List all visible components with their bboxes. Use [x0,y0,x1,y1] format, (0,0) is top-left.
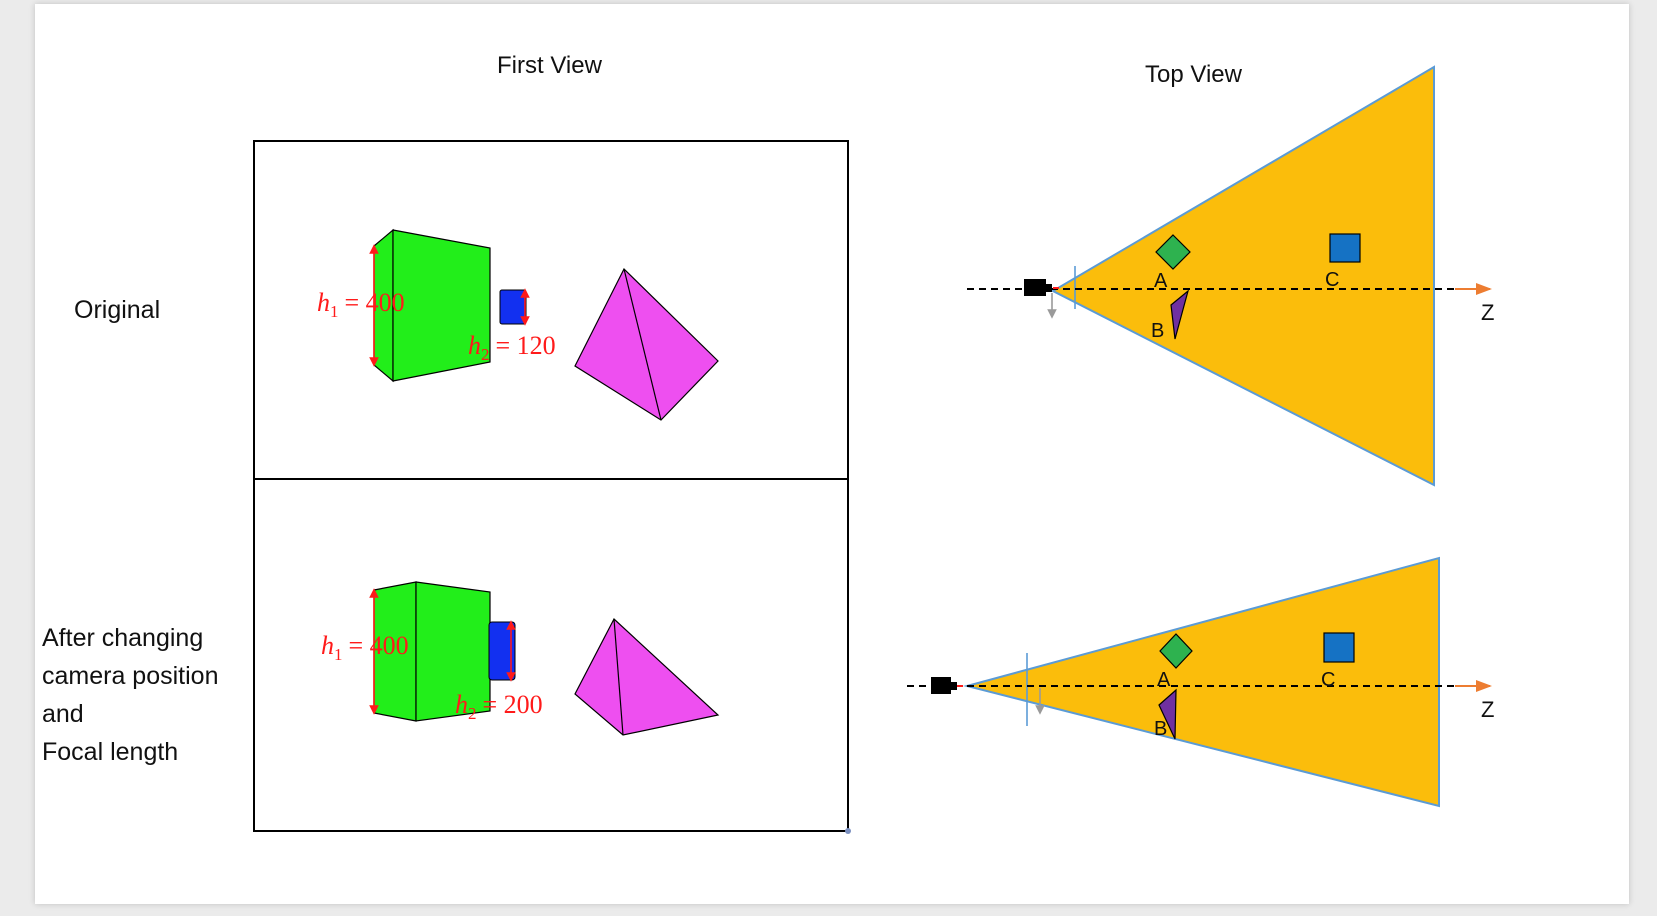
slide: First View Top View Original After chang… [35,4,1629,904]
view-frustum [1050,65,1435,487]
object-a-label-after: A [1157,669,1171,691]
object-a-diamond-after [1159,633,1193,669]
row-label-after-line-3: and [42,700,84,728]
top-view-heading: Top View [1145,61,1243,88]
object-b-label-after: B [1154,718,1167,740]
top-view-after: Z A B C [907,556,1494,808]
top-view-original: Z A B C [967,65,1494,487]
object-c-square [1329,233,1361,263]
row-label-original: Original [74,296,160,324]
view-frustum-after [963,556,1440,808]
object-a-label: A [1154,270,1168,292]
magenta-pyramid [574,267,719,421]
object-c-label-after: C [1321,669,1335,691]
h2-label-bottom: h2 = 200 [455,690,543,723]
object-b-label: B [1151,320,1164,342]
object-b-triangle [1170,289,1190,340]
camera-icon-after [931,677,963,694]
first-view-after-panel: h1 = 400 h2 = 200 [253,478,851,834]
object-a-diamond [1155,234,1191,270]
first-view-heading: First View [497,52,603,79]
camera-icon [1024,279,1059,296]
object-c-square-after [1323,632,1355,663]
object-b-triangle-after [1158,688,1177,740]
diagram-canvas: First View Top View Original After chang… [42,52,1494,834]
object-c-label: C [1325,269,1339,291]
row-label-after-line-2: camera position [42,662,218,690]
row-label-after-line-1: After changing [42,624,203,652]
first-view-original-panel: h1 = 400 h2 = 120 [253,140,849,480]
row-label-after-line-4: Focal length [42,738,178,766]
h2-label-top: h2 = 120 [468,331,556,364]
h1-label-bottom: h1 = 400 [321,631,409,664]
blue-box [499,289,527,325]
z-axis-label: Z [1481,300,1494,325]
magenta-pyramid-after [574,618,720,736]
h1-label-top: h1 = 400 [317,288,405,321]
z-axis-label-after: Z [1481,697,1494,722]
